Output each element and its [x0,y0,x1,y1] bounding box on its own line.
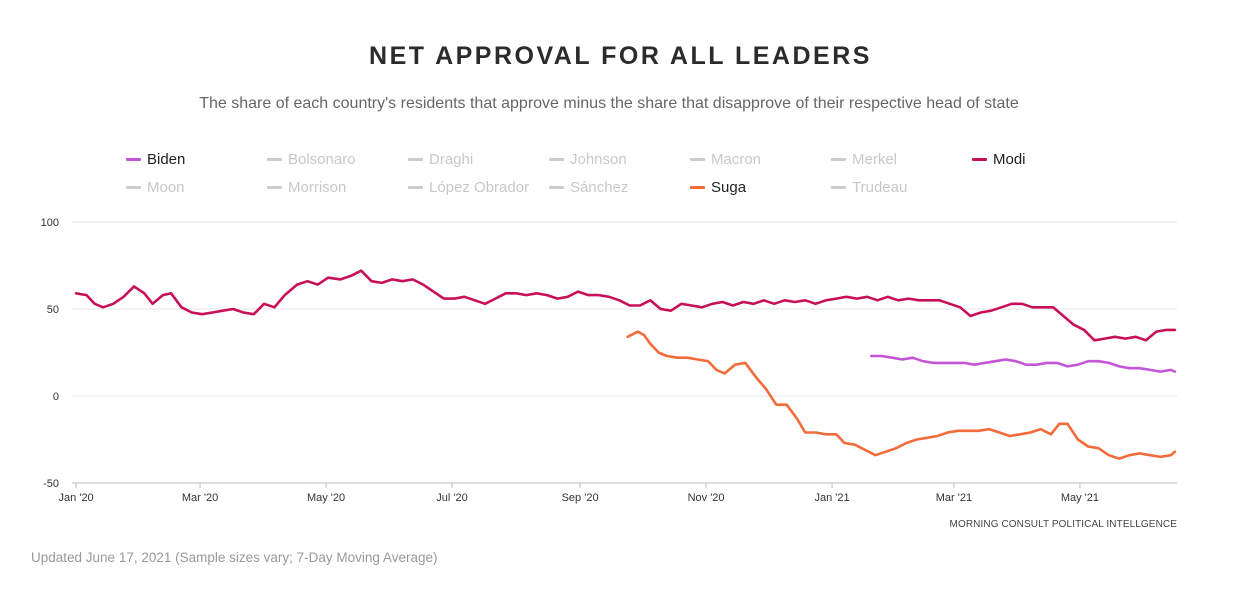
x-tick-label: Nov '20 [688,492,725,504]
series-line-biden [871,356,1175,372]
x-tick-label: May '20 [307,492,345,504]
x-tick-label: Jan '21 [815,492,850,504]
x-tick-label: Jan '20 [59,492,94,504]
source-note: MORNING CONSULT POLITICAL INTELLGENCE [950,519,1177,530]
x-tick-label: May '21 [1061,492,1099,504]
x-tick-label: Mar '21 [936,492,972,504]
x-tick-label: Sep '20 [562,492,599,504]
y-tick-label: 50 [47,304,59,316]
series-line-modi [76,271,1175,341]
series-line-suga [628,332,1175,459]
y-tick-label: 100 [41,217,59,229]
x-tick-label: Mar '20 [182,492,218,504]
footnote: Updated June 17, 2021 (Sample sizes vary… [31,550,437,565]
x-tick-label: Jul '20 [436,492,467,504]
y-tick-label: -50 [43,478,59,490]
y-tick-label: 0 [53,391,59,403]
